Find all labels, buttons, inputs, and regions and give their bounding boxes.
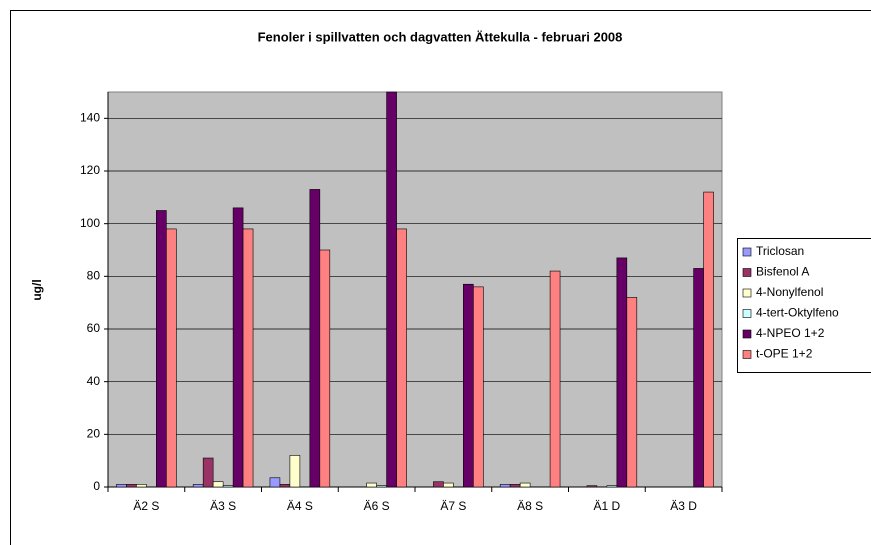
bar: [616, 257, 628, 488]
legend-swatch: [742, 268, 752, 277]
legend-label: Bisfenol A: [756, 265, 809, 279]
bar: [309, 189, 321, 488]
bar: [166, 228, 177, 488]
bar: [232, 207, 244, 488]
bar: [319, 249, 331, 488]
bar: [156, 210, 167, 488]
legend-swatch: [742, 350, 752, 359]
bar: [192, 484, 204, 488]
y-tick-label: 0: [93, 479, 100, 493]
bar: [136, 484, 147, 488]
y-tick-label: 120: [80, 163, 100, 177]
x-tick-label: Ä2 S: [133, 499, 159, 513]
bar: [626, 297, 638, 488]
bar: [269, 477, 281, 488]
bar: [279, 484, 291, 488]
bar: [693, 268, 704, 488]
bar: [586, 485, 598, 488]
bar: [509, 484, 521, 488]
chart-title: Fenoler i spillvatten och dagvatten Ätte…: [258, 29, 623, 44]
bar: [463, 283, 474, 488]
bar: [396, 228, 407, 488]
legend: [737, 238, 871, 373]
legend-swatch: [742, 329, 752, 339]
y-axis-label: ug/l: [30, 279, 44, 300]
bar: [242, 228, 254, 488]
bar: [212, 481, 224, 488]
x-tick-label: Ä1 D: [594, 499, 621, 513]
y-tick-label: 100: [80, 216, 100, 230]
x-tick-label: Ä6 S: [364, 499, 390, 513]
bar: [519, 482, 531, 488]
bar: [222, 485, 234, 488]
y-tick-label: 80: [87, 269, 101, 283]
legend-label: 4-tert-Oktylfeno: [756, 306, 839, 320]
legend-label: 4-Nonylfenol: [756, 285, 823, 299]
bar: [703, 191, 714, 488]
x-tick-label: Ä3 S: [210, 499, 236, 513]
legend-swatch: [742, 247, 752, 257]
bar: [606, 485, 618, 488]
bar: [202, 457, 214, 488]
y-tick-label: 20: [87, 427, 101, 441]
bar: [366, 482, 377, 488]
bar: [499, 484, 511, 488]
bar: [386, 91, 397, 488]
bar: [433, 481, 444, 488]
legend-swatch: [742, 309, 752, 318]
x-tick-label: Ä4 S: [287, 499, 313, 513]
bar: [473, 286, 484, 488]
y-tick-label: 60: [87, 321, 101, 335]
bar: [376, 485, 387, 488]
x-tick-label: Ä7 S: [440, 499, 466, 513]
x-tick-label: Ä3 D: [670, 499, 697, 513]
bar: [116, 484, 127, 488]
legend-swatch: [742, 288, 752, 298]
bar: [289, 455, 301, 488]
bar: [549, 270, 561, 488]
y-tick-label: 140: [80, 111, 100, 125]
legend-label: 4-NPEO 1+2: [756, 326, 825, 340]
x-tick-label: Ä8 S: [517, 499, 543, 513]
legend-label: Triclosan: [756, 244, 804, 258]
bar: [443, 482, 454, 488]
y-tick-label: 40: [87, 374, 101, 388]
bar: [126, 484, 137, 488]
legend-label: t-OPE 1+2: [756, 347, 813, 361]
